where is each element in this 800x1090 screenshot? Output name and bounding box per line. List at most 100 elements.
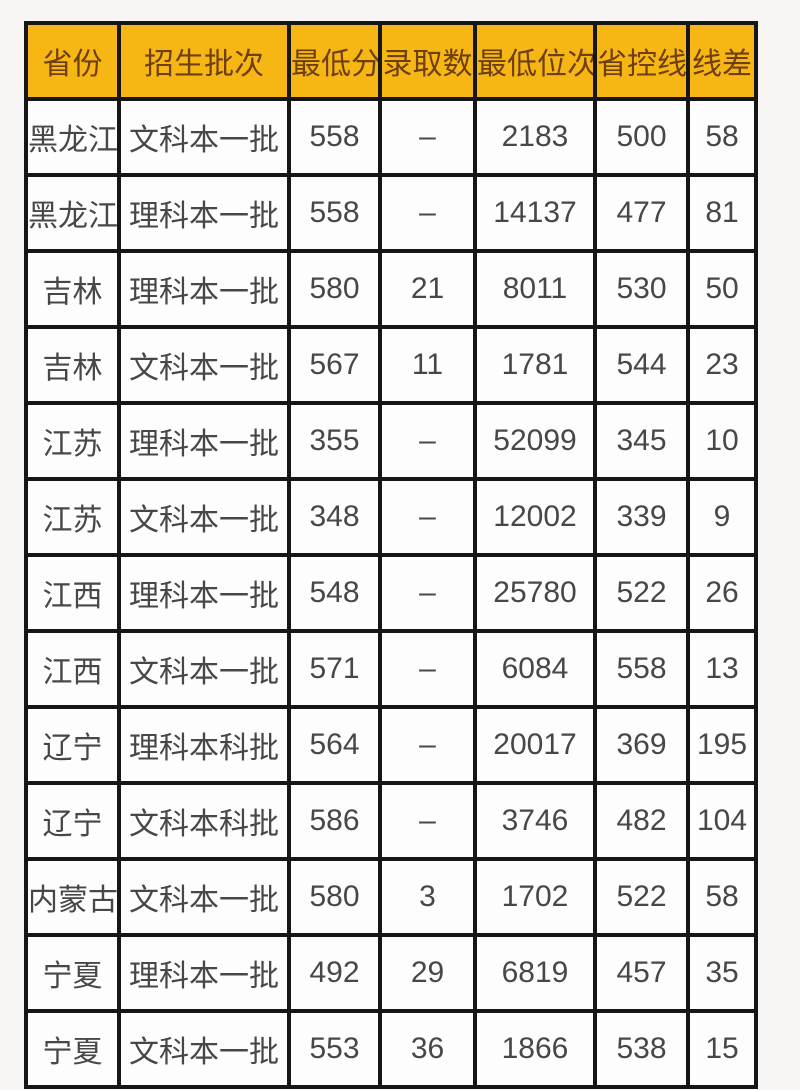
cell-line_diff: 10 bbox=[686, 401, 758, 481]
table-row: 黑龙江 理科本一批 558–14137 477 81 bbox=[24, 173, 758, 253]
table-row: 辽宁 文科本科批 586–3746 482 104 bbox=[24, 781, 758, 861]
cell-min_rank: 1702 bbox=[473, 857, 597, 937]
cell-line_diff: 35 bbox=[686, 933, 758, 1013]
table-row: 宁夏 文科本一批 553 36 1866 538 15 bbox=[24, 1009, 758, 1089]
table-body: 黑龙江 文科本一批 558–2183 500 58 黑龙江 理科本一批 558–14137 47… bbox=[24, 97, 758, 1089]
cell-admit_count: – bbox=[378, 173, 477, 253]
cell-min_rank: 14137 bbox=[473, 173, 597, 253]
table-row: 辽宁 理科本科批 564–20017 369 195 bbox=[24, 705, 758, 785]
cell-min_score: 558 bbox=[287, 173, 382, 253]
table-row: 黑龙江 文科本一批 558–2183 500 58 bbox=[24, 97, 758, 177]
cell-control_line: 544 bbox=[593, 325, 690, 405]
cell-min_score: 580 bbox=[287, 857, 382, 937]
cell-batch: 文科本一批 bbox=[117, 857, 291, 937]
cell-control_line: 522 bbox=[593, 553, 690, 633]
cell-admit_count: – bbox=[378, 401, 477, 481]
cell-line_diff: 81 bbox=[686, 173, 758, 253]
cell-line_diff: 50 bbox=[686, 249, 758, 329]
cell-line_diff: 195 bbox=[686, 705, 758, 785]
cell-province: 吉林 bbox=[24, 325, 121, 405]
cell-min_score: 567 bbox=[287, 325, 382, 405]
cell-control_line: 457 bbox=[593, 933, 690, 1013]
cell-min_score: 580 bbox=[287, 249, 382, 329]
table-row: 宁夏 理科本一批 492 29 6819 457 35 bbox=[24, 933, 758, 1013]
cell-min_rank: 2183 bbox=[473, 97, 597, 177]
cell-province: 辽宁 bbox=[24, 705, 121, 785]
cell-min_rank: 12002 bbox=[473, 477, 597, 557]
cell-admit_count: – bbox=[378, 705, 477, 785]
cell-min_score: 586 bbox=[287, 781, 382, 861]
cell-batch: 文科本一批 bbox=[117, 477, 291, 557]
cell-control_line: 500 bbox=[593, 97, 690, 177]
table-row: 江西 理科本一批 548–25780 522 26 bbox=[24, 553, 758, 633]
cell-batch: 文科本科批 bbox=[117, 781, 291, 861]
cell-province: 江苏 bbox=[24, 401, 121, 481]
cell-min_rank: 8011 bbox=[473, 249, 597, 329]
header-row: 省份 招生批次 最低分 录取数 最低位次 省控线 线差 bbox=[24, 21, 758, 101]
table-row: 内蒙古 文科本一批 580 3 1702 522 58 bbox=[24, 857, 758, 937]
cell-min_score: 355 bbox=[287, 401, 382, 481]
table-row: 江苏 理科本一批 355–52099 345 10 bbox=[24, 401, 758, 481]
cell-batch: 理科本一批 bbox=[117, 933, 291, 1013]
cell-control_line: 530 bbox=[593, 249, 690, 329]
cell-admit_count: – bbox=[378, 97, 477, 177]
cell-control_line: 522 bbox=[593, 857, 690, 937]
cell-admit_count: 21 bbox=[378, 249, 477, 329]
column-header-admit_count: 录取数 bbox=[378, 21, 477, 101]
cell-admit_count: – bbox=[378, 477, 477, 557]
cell-province: 江苏 bbox=[24, 477, 121, 557]
cell-control_line: 538 bbox=[593, 1009, 690, 1089]
cell-admit_count: 3 bbox=[378, 857, 477, 937]
cell-min_score: 492 bbox=[287, 933, 382, 1013]
cell-min_rank: 3746 bbox=[473, 781, 597, 861]
table-row: 吉林 理科本一批 580 21 8011 530 50 bbox=[24, 249, 758, 329]
cell-min_score: 571 bbox=[287, 629, 382, 709]
cell-min_score: 564 bbox=[287, 705, 382, 785]
cell-min_rank: 6819 bbox=[473, 933, 597, 1013]
column-header-batch: 招生批次 bbox=[117, 21, 291, 101]
cell-province: 江西 bbox=[24, 629, 121, 709]
cell-control_line: 339 bbox=[593, 477, 690, 557]
cell-min_rank: 6084 bbox=[473, 629, 597, 709]
cell-admit_count: 29 bbox=[378, 933, 477, 1013]
cell-province: 内蒙古 bbox=[24, 857, 121, 937]
table-row: 吉林 文科本一批 567 11 1781 544 23 bbox=[24, 325, 758, 405]
cell-min_rank: 1781 bbox=[473, 325, 597, 405]
cell-min_score: 553 bbox=[287, 1009, 382, 1089]
column-header-province: 省份 bbox=[24, 21, 121, 101]
cell-admit_count: – bbox=[378, 781, 477, 861]
cell-batch: 理科本一批 bbox=[117, 173, 291, 253]
cell-control_line: 369 bbox=[593, 705, 690, 785]
cell-min_rank: 25780 bbox=[473, 553, 597, 633]
cell-province: 宁夏 bbox=[24, 1009, 121, 1089]
column-header-line_diff: 线差 bbox=[686, 21, 758, 101]
cell-batch: 文科本一批 bbox=[117, 1009, 291, 1089]
cell-control_line: 482 bbox=[593, 781, 690, 861]
cell-admit_count: 11 bbox=[378, 325, 477, 405]
cell-province: 江西 bbox=[24, 553, 121, 633]
cell-min_rank: 1866 bbox=[473, 1009, 597, 1089]
cell-min_rank: 52099 bbox=[473, 401, 597, 481]
cell-control_line: 345 bbox=[593, 401, 690, 481]
cell-province: 吉林 bbox=[24, 249, 121, 329]
cell-province: 黑龙江 bbox=[24, 97, 121, 177]
cell-line_diff: 15 bbox=[686, 1009, 758, 1089]
cell-province: 辽宁 bbox=[24, 781, 121, 861]
cell-batch: 理科本一批 bbox=[117, 553, 291, 633]
cell-batch: 文科本一批 bbox=[117, 629, 291, 709]
cell-control_line: 558 bbox=[593, 629, 690, 709]
cell-line_diff: 26 bbox=[686, 553, 758, 633]
cell-line_diff: 58 bbox=[686, 97, 758, 177]
column-header-control_line: 省控线 bbox=[593, 21, 690, 101]
cell-province: 黑龙江 bbox=[24, 173, 121, 253]
cell-province: 宁夏 bbox=[24, 933, 121, 1013]
cell-batch: 文科本一批 bbox=[117, 97, 291, 177]
cell-line_diff: 9 bbox=[686, 477, 758, 557]
cell-admit_count: – bbox=[378, 553, 477, 633]
cell-batch: 理科本一批 bbox=[117, 401, 291, 481]
cell-admit_count: 36 bbox=[378, 1009, 477, 1089]
cell-min_score: 348 bbox=[287, 477, 382, 557]
cell-min_score: 558 bbox=[287, 97, 382, 177]
cell-batch: 理科本一批 bbox=[117, 249, 291, 329]
